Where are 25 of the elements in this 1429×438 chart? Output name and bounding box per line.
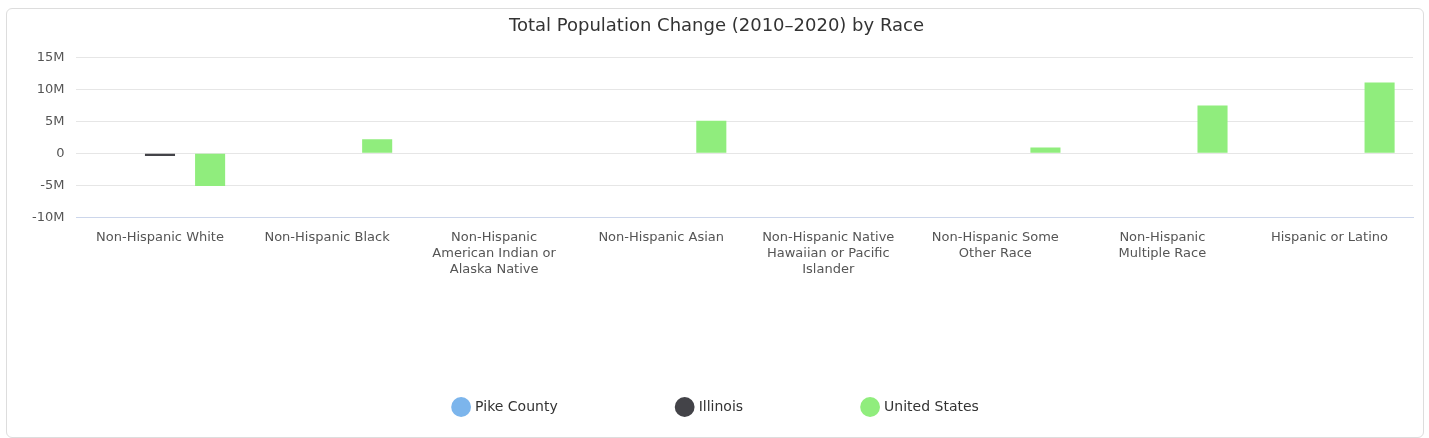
bar [195,153,226,186]
x-tick-label: Non-Hispanic Some Other Race [931,229,1059,260]
bar [362,139,393,153]
legend-label: United States [884,397,979,414]
y-tick-label: 5M [44,112,65,128]
y-tick-label: -5M [40,176,65,192]
x-tick-label: Non-Hispanic Multiple Race [1118,229,1207,260]
legend-label: Pike County [475,397,558,414]
x-tick-label: Hispanic or Latino [1270,229,1389,245]
x-tick-label: Non-Hispanic Black [264,229,391,245]
x-tick-label: Non-Hispanic American Indian or Alaska Native [432,229,557,276]
bar [1364,82,1395,153]
x-tick-label: Non-Hispanic Asian [598,229,724,245]
x-tick-label: Non-Hispanic White [96,229,224,245]
bar [1197,105,1228,153]
chart-title: Total Population Change (2010–2020) by Race [508,14,924,36]
y-tick-label: 10M [36,80,65,96]
y-tick-label: 15M [36,48,65,64]
legend-label: Illinois [698,397,744,414]
bar [696,120,727,153]
y-tick-label: 0 [56,144,65,160]
x-tick-label: Non-Hispanic Native Hawaiian or Pacific Islander [762,229,895,276]
bar [144,153,176,156]
bar [1030,147,1061,153]
y-tick-label: -10M [32,208,65,224]
